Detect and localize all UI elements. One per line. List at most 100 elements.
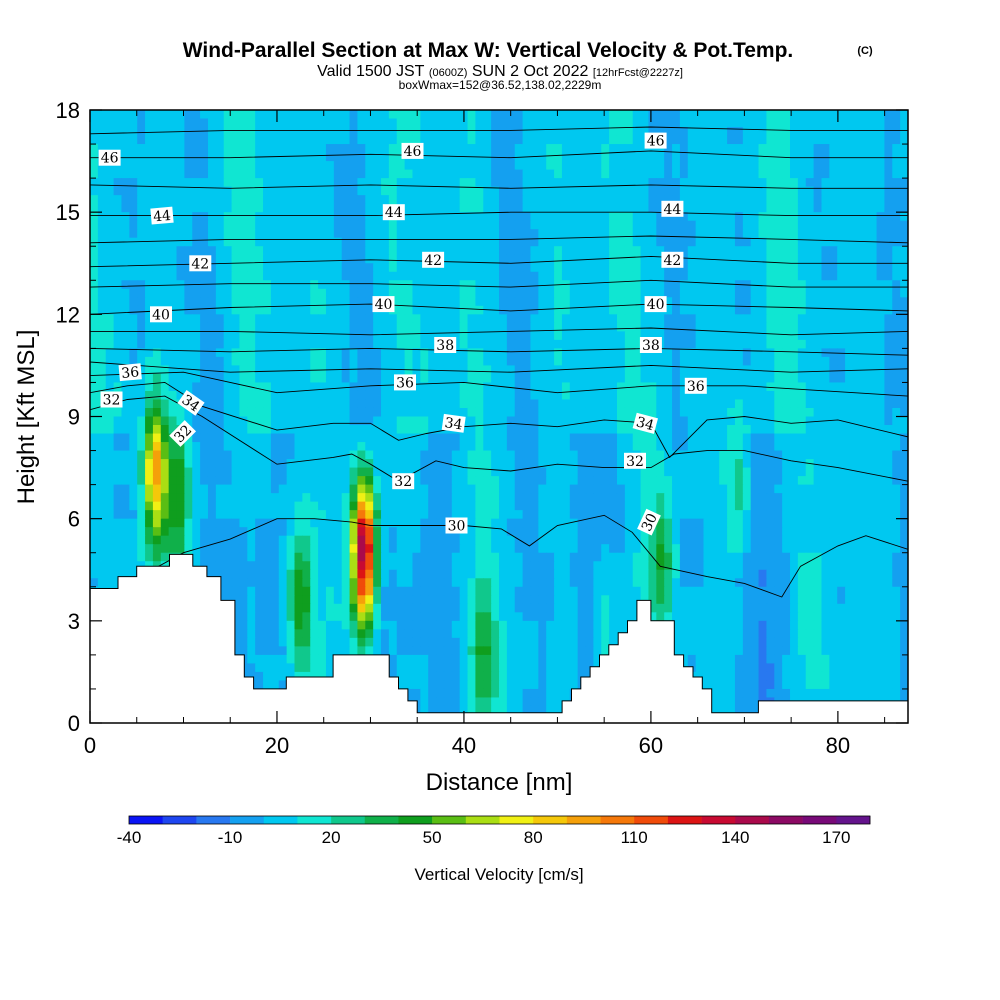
velocity-cell [601, 220, 610, 230]
velocity-cell [341, 229, 351, 239]
velocity-cell [137, 322, 146, 332]
velocity-cell [546, 416, 555, 426]
velocity-cell [829, 178, 838, 188]
velocity-cell [711, 246, 720, 256]
velocity-cell [412, 399, 421, 409]
velocity-cell [333, 161, 343, 171]
velocity-cell [719, 118, 728, 128]
velocity-cell [632, 442, 642, 452]
velocity-cell [538, 433, 547, 443]
velocity-cell [797, 288, 807, 298]
velocity-cell [577, 229, 587, 239]
velocity-cell [137, 365, 146, 375]
velocity-cell [530, 382, 539, 392]
velocity-cell [318, 407, 327, 418]
velocity-cell [876, 399, 886, 409]
velocity-cell [184, 271, 193, 281]
velocity-cell [813, 314, 823, 324]
velocity-cell [734, 220, 744, 230]
velocity-cell [318, 305, 327, 315]
velocity-cell [774, 450, 783, 460]
velocity-cell [585, 297, 594, 307]
velocity-cell [499, 501, 508, 511]
velocity-cell [648, 110, 657, 120]
velocity-cell [341, 390, 351, 401]
velocity-cell [412, 271, 421, 281]
velocity-cell [876, 322, 886, 332]
velocity-cell [790, 467, 799, 477]
velocity-cell [813, 161, 823, 171]
velocity-cell [475, 442, 484, 452]
velocity-cell [719, 365, 728, 375]
velocity-cell [105, 169, 115, 179]
velocity-cell [499, 322, 508, 332]
velocity-cell [585, 373, 594, 384]
velocity-cell [223, 450, 233, 460]
velocity-cell [310, 271, 319, 281]
velocity-cell [129, 399, 138, 409]
velocity-cell [632, 110, 642, 120]
velocity-cell [672, 348, 681, 358]
velocity-cell [428, 305, 437, 315]
velocity-cell [325, 110, 335, 120]
velocity-cell [381, 390, 390, 401]
velocity-cell [585, 356, 594, 367]
velocity-cell [333, 220, 343, 230]
velocity-cell [900, 297, 908, 307]
velocity-cell [278, 365, 288, 375]
velocity-cell [884, 135, 893, 145]
velocity-cell [514, 416, 524, 426]
velocity-cell [396, 510, 406, 520]
velocity-cell [845, 203, 854, 213]
velocity-cell [286, 433, 296, 443]
velocity-cell [152, 510, 162, 520]
velocity-cell [892, 169, 901, 179]
velocity-cell [797, 263, 807, 273]
velocity-cell [467, 450, 477, 460]
velocity-cell [105, 195, 115, 205]
velocity-cell [152, 416, 162, 426]
velocity-cell [231, 263, 241, 273]
velocity-cell [624, 467, 634, 477]
velocity-cell [467, 263, 477, 273]
velocity-cell [632, 425, 642, 435]
velocity-cell [876, 442, 886, 452]
velocity-cell [797, 373, 807, 384]
velocity-cell [459, 493, 469, 503]
velocity-cell [318, 390, 327, 401]
velocity-cell [90, 390, 99, 401]
velocity-cell [97, 127, 107, 137]
velocity-cell [648, 161, 657, 171]
velocity-cell [640, 288, 650, 298]
velocity-cell [160, 118, 170, 128]
velocity-cell [105, 407, 115, 418]
velocity-cell [451, 442, 461, 452]
velocity-cell [90, 305, 99, 315]
velocity-cell [255, 476, 264, 486]
velocity-cell [664, 390, 673, 401]
velocity-cell [388, 110, 398, 120]
velocity-cell [522, 118, 532, 128]
velocity-cell [137, 501, 146, 511]
velocity-cell [475, 399, 484, 409]
velocity-cell [845, 127, 854, 137]
velocity-cell [774, 399, 783, 409]
velocity-cell [632, 399, 642, 409]
velocity-cell [656, 161, 665, 171]
velocity-cell [734, 501, 744, 511]
velocity-cell [672, 135, 681, 145]
velocity-cell [797, 339, 807, 349]
velocity-cell [459, 186, 469, 196]
velocity-cell [648, 433, 657, 443]
velocity-cell [223, 152, 233, 162]
velocity-cell [561, 220, 571, 230]
velocity-cell [278, 382, 288, 392]
velocity-cell [404, 178, 414, 188]
velocity-cell [514, 246, 524, 256]
velocity-cell [483, 297, 492, 307]
velocity-cell [711, 144, 720, 154]
velocity-cell [121, 110, 130, 120]
velocity-cell [876, 186, 886, 196]
velocity-cell [774, 348, 783, 358]
velocity-cell [892, 416, 901, 426]
